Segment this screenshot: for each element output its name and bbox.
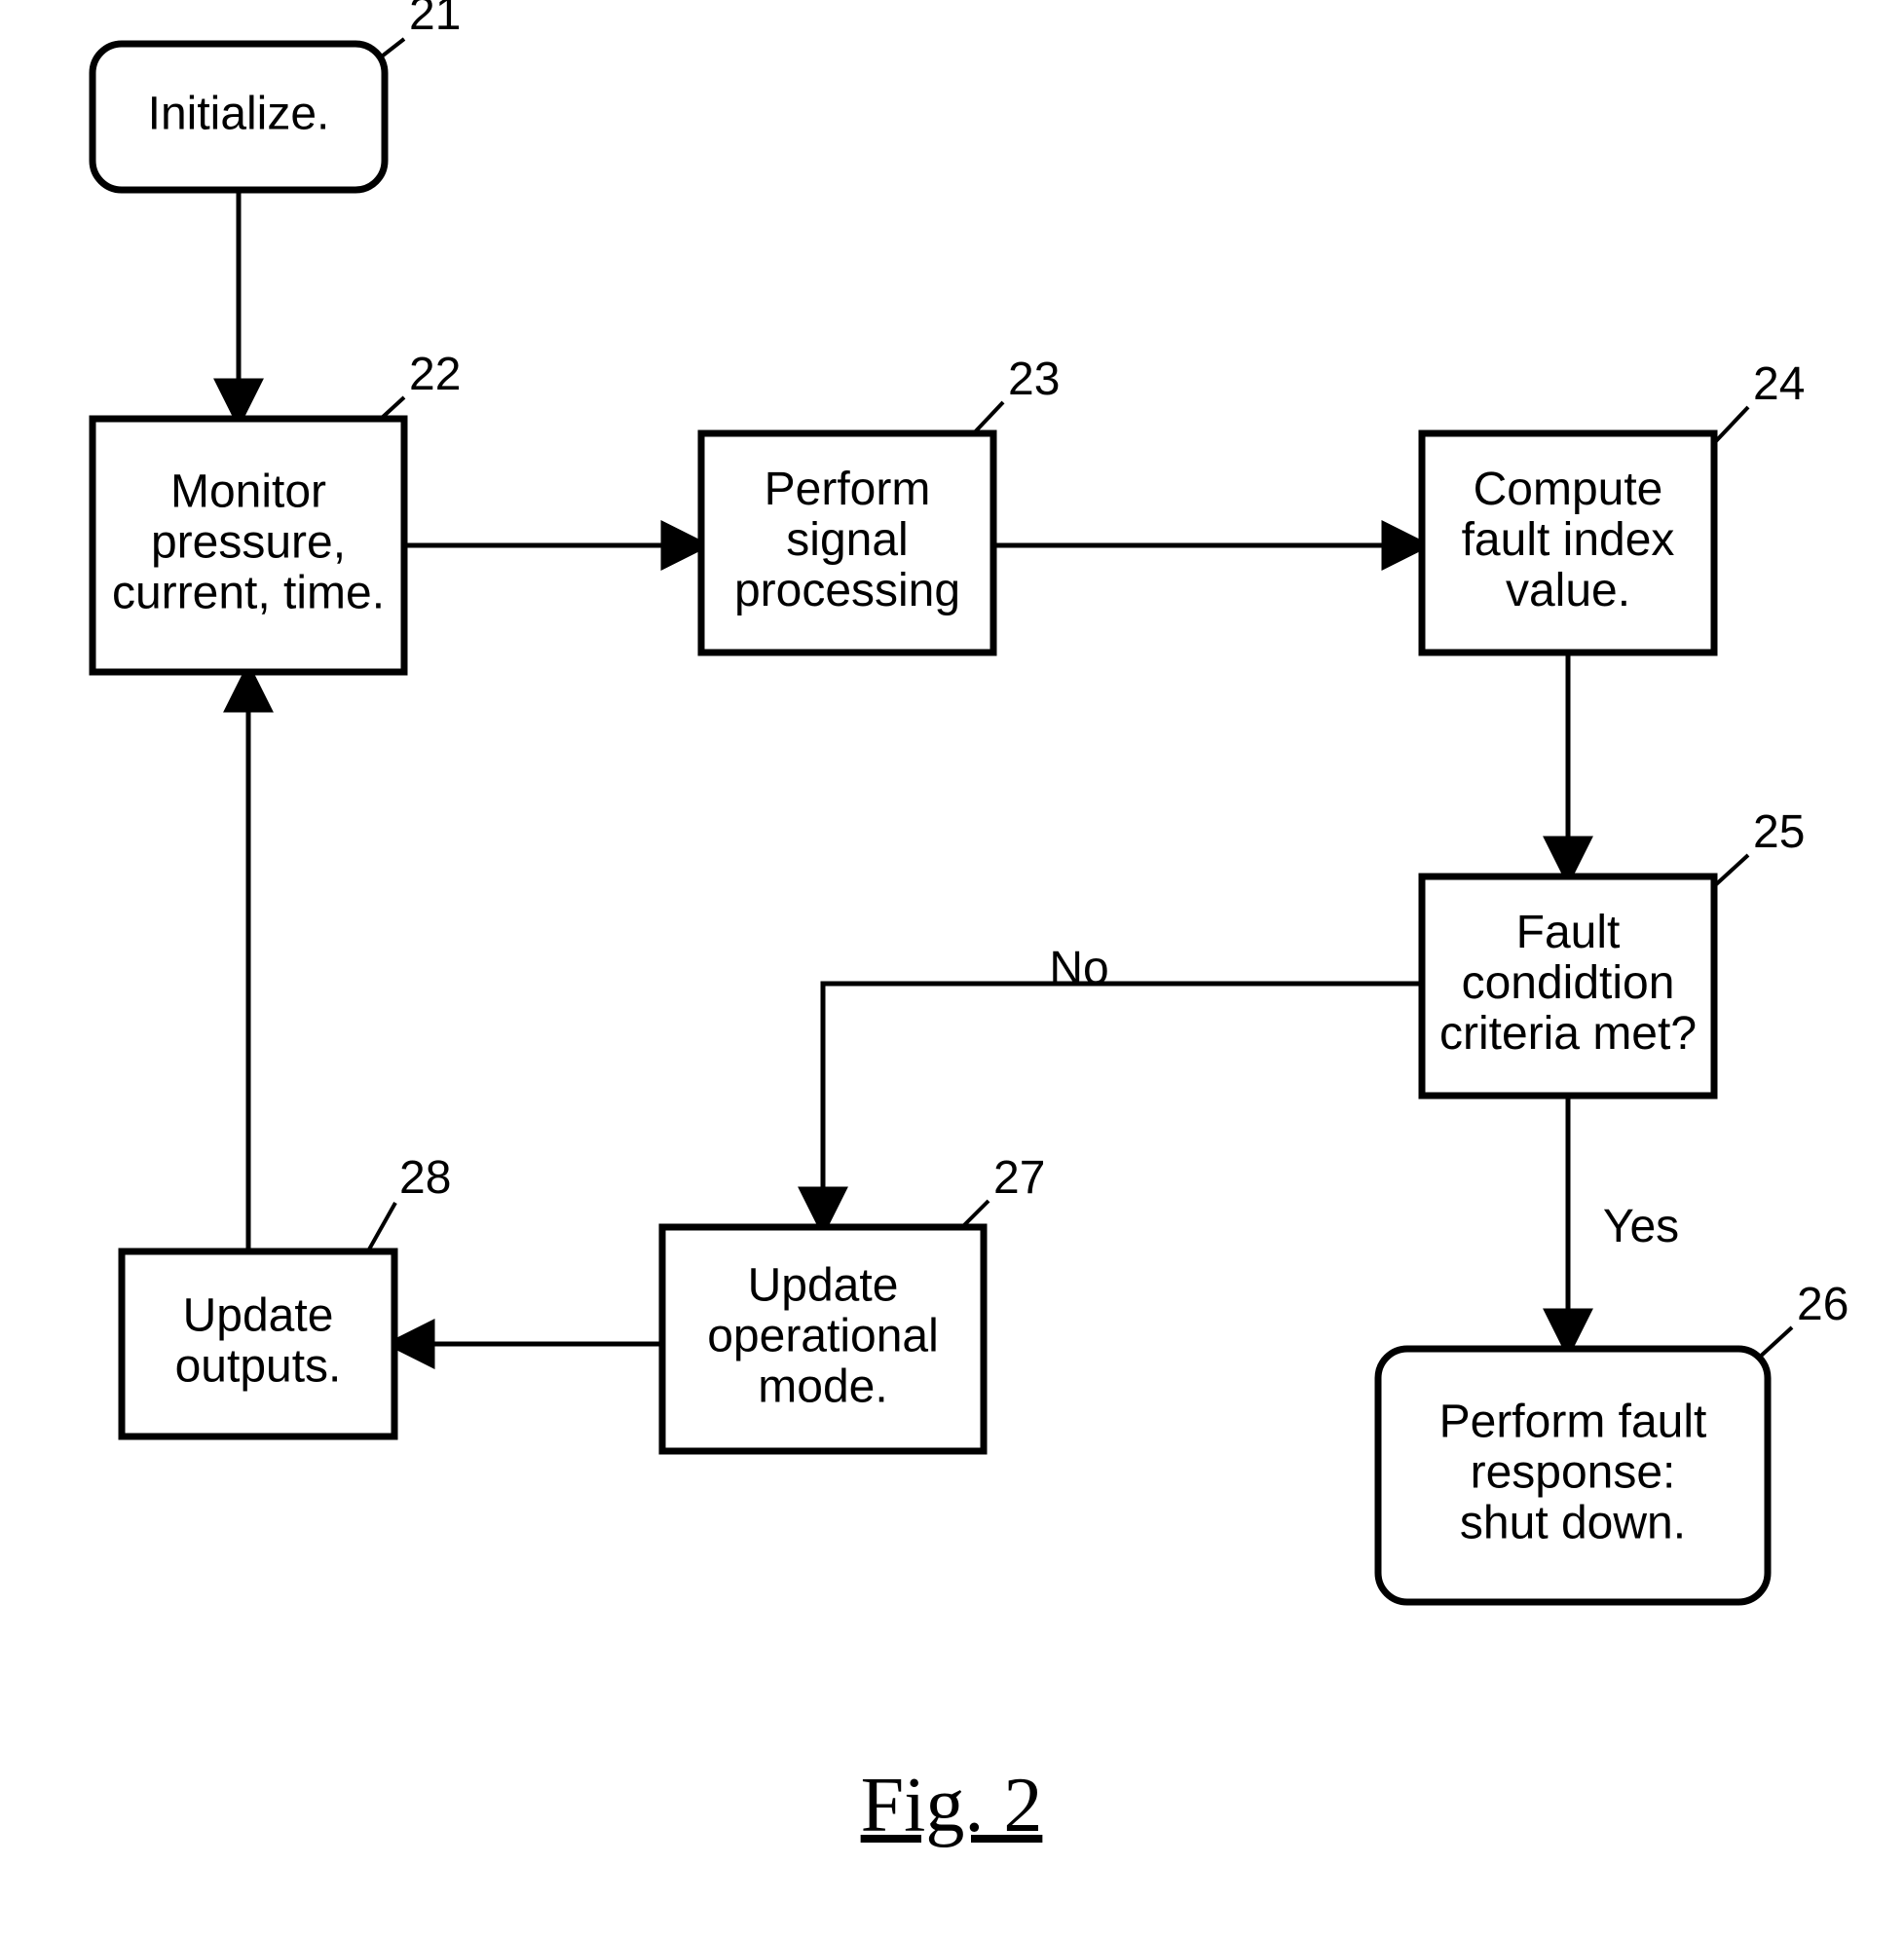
flow-node-n23: Performsignalprocessing 23 xyxy=(701,354,1060,653)
callout-number: 25 xyxy=(1753,806,1805,858)
node-text: criteria met? xyxy=(1439,1008,1697,1060)
node-text: Perform xyxy=(765,464,931,515)
node-text: Fault xyxy=(1516,907,1621,958)
flow-node-n28: Updateoutputs. 28 xyxy=(122,1152,451,1436)
flow-node-n22: Monitorpressure,current, time. 22 xyxy=(93,349,461,672)
node-text: value. xyxy=(1506,565,1630,616)
callout-number: 23 xyxy=(1008,354,1060,405)
node-text: Update xyxy=(183,1290,334,1342)
callout-leader xyxy=(1714,407,1748,443)
flow-edge xyxy=(823,984,1422,1227)
node-text: Monitor xyxy=(170,466,326,518)
node-text: response: xyxy=(1471,1447,1676,1499)
node-text: condidtion xyxy=(1462,957,1675,1009)
callout-number: 21 xyxy=(409,0,461,40)
node-text: outputs. xyxy=(175,1341,342,1393)
flow-node-n24: Computefault indexvalue. 24 xyxy=(1422,358,1805,653)
node-text: Compute xyxy=(1474,464,1663,515)
node-text: Initialize. xyxy=(148,89,330,140)
callout-number: 22 xyxy=(409,349,461,400)
callout-number: 24 xyxy=(1753,358,1805,410)
flow-node-n27: Updateoperationalmode. 27 xyxy=(662,1152,1045,1451)
node-text: mode. xyxy=(758,1361,887,1413)
edge-label: Yes xyxy=(1603,1201,1679,1252)
flow-node-n26: Perform faultresponse:shut down. 26 xyxy=(1378,1279,1848,1602)
flowchart-diagram: Yes No Initialize. 21 Monitorpressure,curren… xyxy=(0,0,1904,1939)
callout-number: 27 xyxy=(993,1152,1045,1204)
node-text: current, time. xyxy=(112,568,385,619)
callout-number: 26 xyxy=(1797,1279,1848,1330)
node-text: fault index xyxy=(1462,514,1675,566)
callout-leader xyxy=(1714,855,1748,886)
callout-leader xyxy=(1758,1327,1792,1359)
node-text: shut down. xyxy=(1460,1498,1686,1549)
figure-caption: Fig. 2 xyxy=(861,1763,1043,1848)
node-text: operational xyxy=(707,1311,939,1362)
callout-number: 28 xyxy=(399,1152,451,1204)
node-text: pressure, xyxy=(151,517,346,569)
flow-node-n25: Faultcondidtioncriteria met? 25 xyxy=(1422,806,1805,1096)
node-text: Perform fault xyxy=(1439,1397,1707,1448)
flow-node-n21: Initialize. 21 xyxy=(93,0,461,190)
edge-label: No xyxy=(1049,943,1108,994)
node-text: signal xyxy=(786,514,908,566)
node-text: Update xyxy=(748,1260,899,1312)
node-text: processing xyxy=(734,565,960,616)
